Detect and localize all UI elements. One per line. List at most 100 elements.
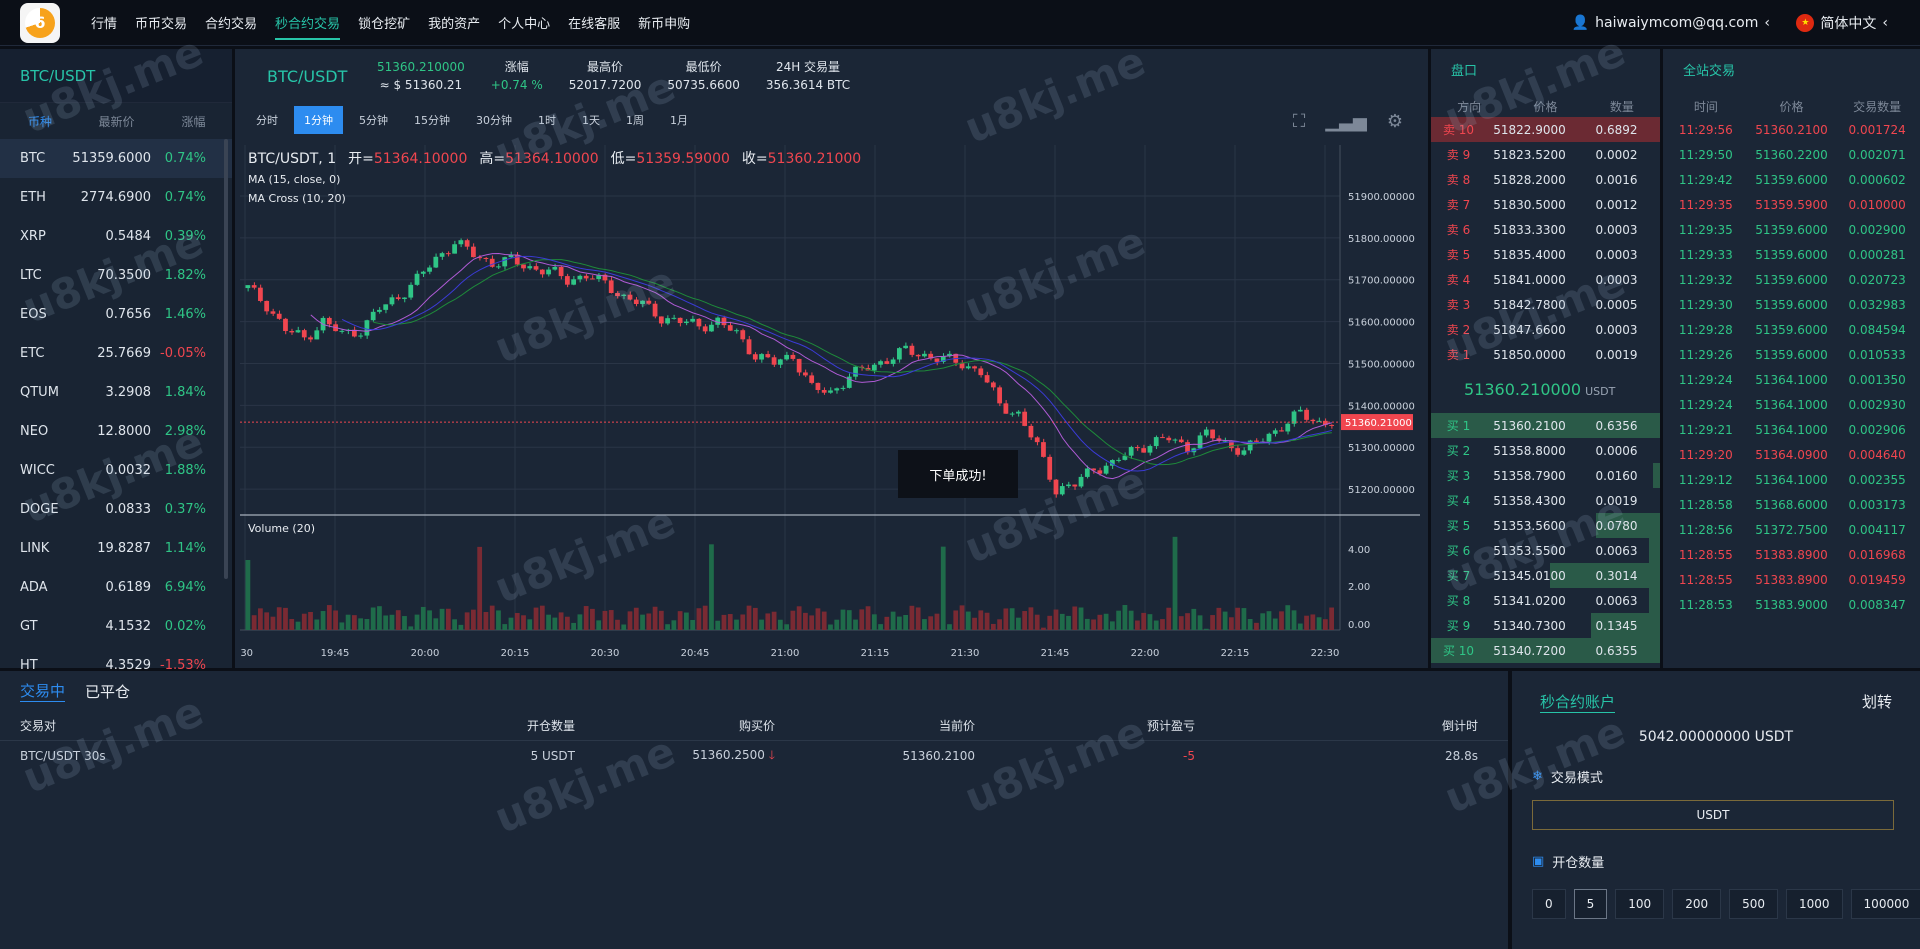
nav-item[interactable]: 锁仓挖矿	[358, 17, 411, 32]
interval-tab[interactable]: 1周	[626, 114, 644, 127]
trade-mode-select[interactable]: USDT	[1532, 800, 1894, 830]
list-item[interactable]: ETC 25.7669 -0.05%	[0, 334, 232, 373]
list-item[interactable]: XRP 0.5484 0.39%	[0, 217, 232, 256]
volume-legend: Volume (20)	[248, 522, 315, 535]
fullscreen-icon[interactable]: ⛶	[1292, 111, 1306, 132]
nav-item[interactable]: 行情	[91, 17, 118, 32]
interval-tab[interactable]: 1时	[538, 114, 556, 127]
trade-cell: 51359.6000	[1755, 247, 1828, 262]
orderbook-row[interactable]: 卖 5 51835.4000 0.0003	[1431, 242, 1660, 267]
ticker-high: 最高价 52017.7200	[568, 60, 642, 92]
amount-option[interactable]: 500	[1729, 889, 1778, 919]
order-price: 51823.5200	[1493, 147, 1566, 162]
orderbook-row[interactable]: 买 10 51340.7200 0.6355	[1431, 638, 1660, 663]
interval-tab[interactable]: 1分钟	[294, 106, 343, 134]
volume-bar	[765, 613, 771, 630]
coin-price: 4.1532	[105, 619, 152, 634]
trade-cell: 0.002071	[1848, 147, 1906, 162]
user-account[interactable]: 👤 haiwaiymcom@qq.com ‹	[1571, 15, 1770, 31]
list-item[interactable]: QTUM 3.2908 1.84%	[0, 373, 232, 412]
trade-cell: 0.002906	[1848, 422, 1906, 437]
interval-tab[interactable]: 1月	[670, 114, 688, 127]
list-item[interactable]: NEO 12.8000 2.98%	[0, 412, 232, 451]
order-side: 买 5	[1446, 519, 1471, 533]
account-title[interactable]: 秒合约账户	[1540, 693, 1616, 713]
orderbook-row[interactable]: 买 8 51341.0200 0.0063	[1431, 588, 1660, 613]
interval-tab[interactable]: 15分钟	[414, 114, 450, 127]
volume-bar	[445, 608, 451, 630]
x-tick-label: 22:00	[1131, 648, 1160, 659]
candle	[389, 297, 395, 305]
tab-trading[interactable]: 交易中	[20, 682, 66, 702]
language-select[interactable]: ★ 简体中文 ‹	[1796, 0, 1888, 46]
orderbook-row[interactable]: 卖 3 51842.7800 0.0005	[1431, 292, 1660, 317]
amount-option[interactable]: 0	[1532, 889, 1566, 919]
trade-cell: 11:29:26	[1678, 347, 1733, 362]
orderbook-row[interactable]: 买 3 51358.7900 0.0160	[1431, 463, 1660, 488]
interval-tabs: 分时 1分钟 5分钟 15分钟 30分钟 1时 1天 1周 1月	[235, 103, 1428, 137]
list-item[interactable]: EOS 0.7656 1.46%	[0, 295, 232, 334]
volume-bar	[1116, 610, 1122, 630]
amount-option[interactable]: 100000	[1850, 889, 1920, 919]
list-item[interactable]: BTC 51359.6000 0.74%	[0, 139, 232, 178]
orderbook-row[interactable]: 买 7 51345.0100 0.3014	[1431, 563, 1660, 588]
amount-option[interactable]: 200	[1672, 889, 1722, 919]
list-item[interactable]: LTC 70.3500 1.82%	[0, 256, 232, 295]
orderbook-row[interactable]: 卖 8 51828.2000 0.0016	[1431, 167, 1660, 192]
orderbook-row[interactable]: 卖 7 51830.5000 0.0012	[1431, 192, 1660, 217]
interval-tab[interactable]: 1天	[582, 114, 600, 127]
logo[interactable]: 6	[20, 2, 60, 43]
nav-item[interactable]: 个人中心	[498, 17, 551, 32]
orderbook-row[interactable]: 买 5 51353.5600 0.0780	[1431, 513, 1660, 538]
transfer-button[interactable]: 划转	[1861, 693, 1892, 711]
tab-closed[interactable]: 已平仓	[85, 682, 131, 701]
orderbook-row[interactable]: 卖 9 51823.5200 0.0002	[1431, 142, 1660, 167]
list-item[interactable]: ETH 2774.6900 0.74%	[0, 178, 232, 217]
trade-row: 11:28:55 51383.8900 0.019459	[1663, 567, 1920, 592]
volume-bar	[846, 610, 852, 630]
y-tick-label: 51900.00000	[1348, 192, 1415, 203]
interval-tab[interactable]: 分时	[256, 114, 278, 127]
orderbook-row[interactable]: 卖 10 51822.9000 0.6892	[1431, 117, 1660, 142]
orderbook-row[interactable]: 买 9 51340.7300 0.1345	[1431, 613, 1660, 638]
orderbook-row[interactable]: 卖 1 51850.0000 0.0019	[1431, 342, 1660, 367]
orderbook-row[interactable]: 买 2 51358.8000 0.0006	[1431, 438, 1660, 463]
orderbook-row[interactable]: 卖 2 51847.6600 0.0003	[1431, 317, 1660, 342]
user-icon: 👤	[1571, 15, 1590, 31]
gear-icon[interactable]: ⚙	[1386, 111, 1403, 132]
scrollbar[interactable]	[224, 139, 228, 579]
nav-item[interactable]: 币币交易	[135, 17, 188, 32]
interval-tab[interactable]: 30分钟	[476, 114, 512, 127]
orderbook-row[interactable]: 买 4 51358.4300 0.0019	[1431, 488, 1660, 513]
orderbook-row[interactable]: 买 1 51360.2100 0.6356	[1431, 413, 1660, 438]
trade-cell: 51364.1000	[1755, 472, 1828, 487]
amount-option[interactable]: 1000	[1786, 889, 1843, 919]
nav-item[interactable]: 秒合约交易	[266, 0, 349, 46]
candle	[546, 269, 551, 275]
nav-item[interactable]: 合约交易	[205, 17, 258, 32]
chevron-down-icon: ‹	[1882, 15, 1888, 31]
list-item[interactable]: LINK 19.8287 1.14%	[0, 529, 232, 568]
amount-option[interactable]: 5	[1573, 889, 1608, 919]
volume-bar	[1210, 615, 1215, 630]
amount-option[interactable]: 100	[1615, 889, 1665, 919]
ma-legend: MA (15, close, 0)	[248, 173, 340, 186]
list-item[interactable]: ADA 0.6189 6.94%	[0, 568, 232, 607]
depth-bar	[1431, 413, 1660, 438]
list-item[interactable]: HT 4.3529 -1.53%	[0, 646, 232, 685]
candlestick-chart[interactable]: 51900.00000 51800.00000 51700.00000 51600.0…	[240, 145, 1420, 665]
nav-item[interactable]: 在线客服	[568, 17, 621, 32]
indicator-icon[interactable]: ▁▃▅	[1325, 111, 1367, 132]
orderbook-row[interactable]: 买 6 51353.5500 0.0063	[1431, 538, 1660, 563]
orderbook-row[interactable]: 卖 6 51833.3300 0.0003	[1431, 217, 1660, 242]
candle	[821, 389, 827, 393]
candle	[433, 256, 439, 268]
orderbook-row[interactable]: 卖 4 51841.0000 0.0003	[1431, 267, 1660, 292]
interval-tab[interactable]: 5分钟	[359, 114, 388, 127]
order-side: 卖 5	[1446, 248, 1471, 262]
list-item[interactable]: GT 4.1532 0.02%	[0, 607, 232, 646]
list-item[interactable]: DOGE 0.0833 0.37%	[0, 490, 232, 529]
nav-item[interactable]: 新币申购	[638, 17, 691, 32]
nav-item[interactable]: 我的资产	[428, 17, 481, 32]
list-item[interactable]: WICC 0.0032 1.88%	[0, 451, 232, 490]
